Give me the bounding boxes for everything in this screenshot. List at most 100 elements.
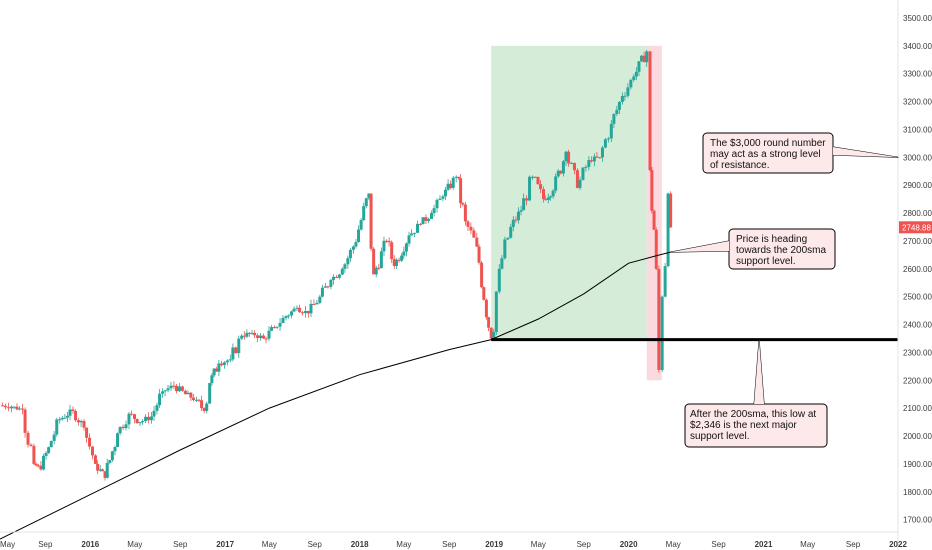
x-tick-label: May [666,540,681,549]
y-tick-label: 2900.00 [903,181,932,190]
candle [152,405,156,421]
candle [141,419,145,425]
candle [509,223,513,239]
candle [169,381,173,391]
candle [516,207,520,224]
candle-body [144,416,148,422]
candle [640,54,644,62]
candle-body [12,406,16,408]
highlight-zones [491,45,662,381]
candle-body [278,323,282,327]
candle [205,401,209,414]
candle [394,258,398,270]
candle [525,195,529,206]
candle [432,204,436,217]
candle [603,137,607,149]
candle-body [626,87,630,96]
candle [530,175,534,181]
y-tick-label: 1700.00 [903,516,932,525]
candle [23,407,27,438]
candle [443,186,447,201]
candle [118,426,122,436]
candle [575,168,579,189]
candle [180,385,184,392]
candle-body [44,452,48,456]
candle [595,151,599,159]
candle [424,214,428,224]
candle [551,189,555,199]
candle [247,332,251,337]
candle-body [413,232,417,234]
candle [15,403,19,411]
candle-body [364,198,368,207]
candle [298,304,302,313]
candle [533,176,537,179]
sma-200-line [0,251,671,540]
candle [542,186,546,203]
candle-body [542,189,546,200]
candle-body [385,240,389,242]
x-axis: May Sep 2016 May Sep 2017 May Sep 2018 May Sep 2019… [0,531,907,549]
candle [549,195,553,201]
candle [240,333,244,341]
callout-text-line: The $3,000 round number [710,138,826,149]
candle [663,263,667,298]
candle [472,227,476,238]
candle [357,225,361,243]
candle-body [9,406,13,409]
candle [494,291,498,335]
candle-body [564,151,568,162]
price-tag-label: 2748.88 [902,223,931,232]
candle [132,413,136,424]
candle-body [554,176,558,191]
candle-body [146,416,150,421]
candle-body [79,420,83,423]
candle-body [530,176,534,178]
candle-body [348,249,352,259]
candle [598,156,602,160]
candle [309,299,313,318]
candle [461,202,465,207]
candle [415,220,419,233]
candle [172,381,176,390]
candle-body [186,392,190,395]
candle-body [273,327,277,329]
candle-body [337,274,341,278]
candle-body [362,206,366,221]
candle-body [404,243,408,252]
candle-body [660,296,664,370]
candle [469,222,473,235]
candle-body [415,223,419,233]
y-tick-label: 2700.00 [903,237,932,246]
candle [39,461,43,471]
candle-body [657,268,661,370]
candle [456,176,460,180]
candle-body [551,190,555,197]
candle-body [320,287,324,297]
candle [90,445,94,460]
candle-body [652,210,656,230]
x-tick-label: May [0,540,15,549]
candle [454,175,458,183]
candles [1,49,673,481]
candle [63,413,67,419]
candle [570,161,574,165]
candle-body [494,291,498,332]
candle [295,305,299,312]
candle [208,382,212,404]
candle [343,262,347,273]
candle-body [369,193,373,249]
candle-body [71,409,75,411]
candle [546,193,550,204]
candle-body [556,170,560,177]
candle-body [424,217,428,221]
x-tick-label: Sep [711,540,726,549]
candle [55,417,59,437]
candle-body [237,338,241,354]
candle-body [284,316,288,319]
candle-body [58,419,62,421]
candle-body [234,347,238,354]
candle [554,173,558,194]
candle-body [421,217,425,225]
